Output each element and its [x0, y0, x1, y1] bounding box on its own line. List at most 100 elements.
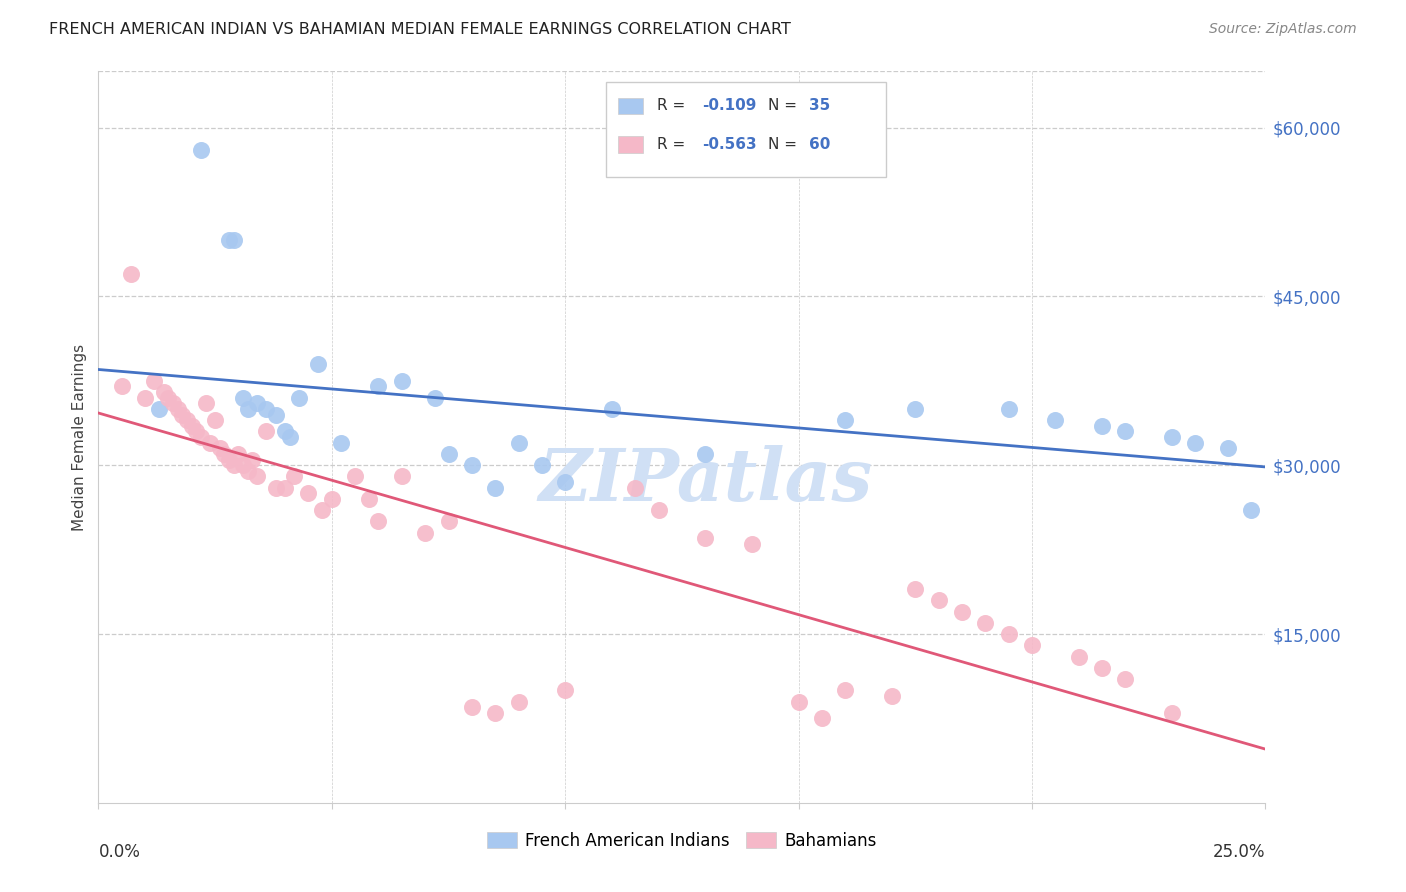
Point	[218, 452, 240, 467]
Text: 35: 35	[808, 98, 831, 113]
Point	[134, 391, 156, 405]
Point	[647, 503, 669, 517]
Point	[695, 447, 717, 461]
Point	[180, 418, 202, 433]
Text: R =: R =	[658, 137, 690, 152]
Point	[214, 447, 236, 461]
Point	[278, 430, 301, 444]
Text: N =: N =	[768, 137, 803, 152]
Point	[834, 413, 856, 427]
Point	[190, 143, 212, 157]
Point	[437, 515, 460, 529]
Point	[391, 374, 413, 388]
Point	[1114, 672, 1136, 686]
Point	[256, 425, 278, 439]
Text: -0.109: -0.109	[702, 98, 756, 113]
Point	[950, 605, 973, 619]
FancyBboxPatch shape	[606, 82, 886, 178]
FancyBboxPatch shape	[617, 136, 644, 153]
Point	[997, 401, 1019, 416]
Point	[228, 447, 250, 461]
Point	[232, 391, 254, 405]
Point	[695, 532, 717, 546]
Point	[834, 683, 856, 698]
Point	[344, 469, 367, 483]
Text: -0.563: -0.563	[702, 137, 756, 152]
Point	[484, 481, 506, 495]
Point	[530, 458, 553, 473]
Point	[484, 706, 506, 720]
Text: R =: R =	[658, 98, 690, 113]
Point	[288, 391, 311, 405]
Point	[152, 385, 174, 400]
Point	[600, 401, 623, 416]
Text: 0.0%: 0.0%	[98, 843, 141, 861]
Point	[321, 491, 343, 506]
Point	[222, 458, 245, 473]
Point	[190, 430, 212, 444]
Point	[1114, 425, 1136, 439]
Point	[1161, 706, 1184, 720]
Point	[811, 711, 834, 725]
Point	[508, 694, 530, 708]
Text: N =: N =	[768, 98, 803, 113]
Point	[242, 452, 264, 467]
Point	[928, 593, 950, 607]
Point	[157, 391, 180, 405]
FancyBboxPatch shape	[617, 98, 644, 114]
Point	[437, 447, 460, 461]
Point	[1184, 435, 1206, 450]
Point	[367, 379, 389, 393]
Point	[200, 435, 222, 450]
Point	[186, 425, 208, 439]
Point	[236, 401, 259, 416]
Point	[741, 537, 763, 551]
Point	[194, 396, 217, 410]
Point	[554, 475, 576, 489]
Text: 60: 60	[808, 137, 831, 152]
Point	[143, 374, 166, 388]
Point	[236, 464, 259, 478]
Point	[307, 357, 329, 371]
Point	[1045, 413, 1067, 427]
Legend: French American Indians, Bahamians: French American Indians, Bahamians	[479, 825, 884, 856]
Point	[232, 458, 254, 473]
Point	[461, 700, 484, 714]
Point	[461, 458, 484, 473]
Point	[204, 413, 226, 427]
Point	[120, 267, 142, 281]
Text: FRENCH AMERICAN INDIAN VS BAHAMIAN MEDIAN FEMALE EARNINGS CORRELATION CHART: FRENCH AMERICAN INDIAN VS BAHAMIAN MEDIA…	[49, 22, 792, 37]
Point	[508, 435, 530, 450]
Point	[274, 425, 297, 439]
Point	[367, 515, 389, 529]
Point	[1021, 638, 1043, 652]
Point	[222, 233, 245, 247]
Point	[904, 401, 927, 416]
Point	[1091, 661, 1114, 675]
Point	[162, 396, 184, 410]
Point	[1216, 442, 1239, 456]
Point	[1161, 430, 1184, 444]
Point	[246, 469, 269, 483]
Point	[111, 379, 134, 393]
Point	[904, 582, 927, 596]
Point	[297, 486, 319, 500]
Point	[554, 683, 576, 698]
Point	[274, 481, 297, 495]
Point	[391, 469, 413, 483]
Text: 25.0%: 25.0%	[1213, 843, 1265, 861]
Point	[423, 391, 446, 405]
Text: ZIPatlas: ZIPatlas	[538, 445, 872, 516]
Point	[148, 401, 170, 416]
Y-axis label: Median Female Earnings: Median Female Earnings	[72, 343, 87, 531]
Point	[330, 435, 353, 450]
Point	[166, 401, 188, 416]
Point	[1067, 649, 1090, 664]
Point	[1240, 503, 1263, 517]
Point	[283, 469, 305, 483]
Point	[208, 442, 231, 456]
Point	[264, 481, 287, 495]
Point	[787, 694, 810, 708]
Point	[172, 408, 194, 422]
Point	[359, 491, 381, 506]
